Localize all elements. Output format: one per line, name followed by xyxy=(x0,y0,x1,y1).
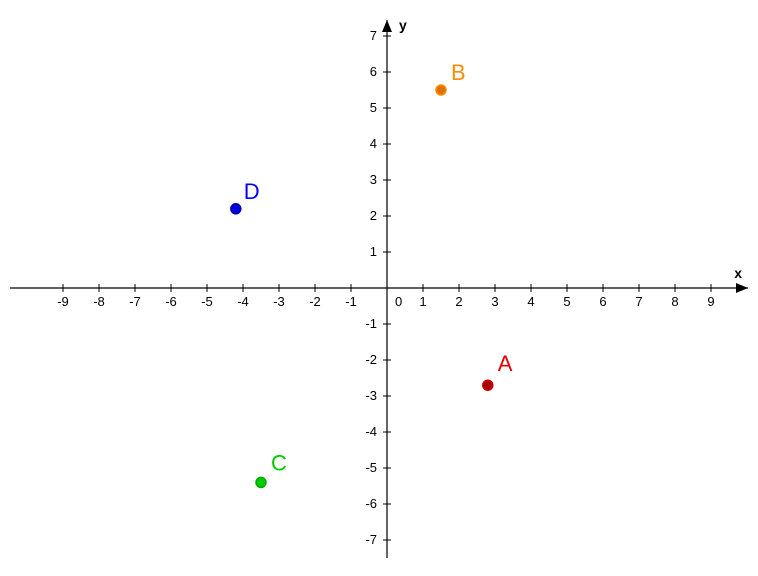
x-tick-label: 0 xyxy=(395,294,402,309)
point-label-c: C xyxy=(271,450,287,475)
point-label-b: B xyxy=(451,60,466,85)
y-tick-label: -7 xyxy=(365,532,377,547)
point-label-a: A xyxy=(498,351,513,376)
x-tick-label: -8 xyxy=(93,294,105,309)
y-axis-label: y xyxy=(399,17,407,33)
x-tick-label: 3 xyxy=(491,294,498,309)
x-tick-label: -3 xyxy=(273,294,285,309)
x-axis-arrow xyxy=(736,283,748,293)
x-tick-label: -1 xyxy=(345,294,357,309)
y-tick-label: 3 xyxy=(370,172,377,187)
x-tick-label: -2 xyxy=(309,294,321,309)
x-tick-label: -5 xyxy=(201,294,213,309)
point-a xyxy=(483,380,493,390)
x-tick-label: 7 xyxy=(635,294,642,309)
point-b xyxy=(436,85,446,95)
y-tick-label: 6 xyxy=(370,64,377,79)
x-axis-label: x xyxy=(734,265,742,281)
x-tick-label: -7 xyxy=(129,294,141,309)
y-axis-arrow xyxy=(382,20,392,32)
axes: x y -9 -8 -7 -6 -5 -4 -3 -2 -1 0 1 2 3 4 5 6 7 8 9 -7 -6 -5 -4 -3… xyxy=(10,17,748,558)
y-tick-label: 2 xyxy=(370,208,377,223)
x-tick-label: 1 xyxy=(419,294,426,309)
y-tick-label: 1 xyxy=(370,244,377,259)
y-tick-label: 7 xyxy=(370,28,377,43)
y-tick-label: -6 xyxy=(365,496,377,511)
point-label-d: D xyxy=(244,179,260,204)
y-tick-label: -5 xyxy=(365,460,377,475)
coordinate-plane: x y -9 -8 -7 -6 -5 -4 -3 -2 -1 0 1 2 3 4 5 6 7 8 9 -7 -6 -5 -4 -3… xyxy=(0,0,758,576)
x-tick-label: 2 xyxy=(455,294,462,309)
point-c xyxy=(256,477,266,487)
x-tick-label: 5 xyxy=(563,294,570,309)
y-tick-label: 4 xyxy=(370,136,377,151)
x-tick-label: -4 xyxy=(237,294,249,309)
y-tick-label: 5 xyxy=(370,100,377,115)
x-tick-label: 9 xyxy=(707,294,714,309)
x-tick-label: 8 xyxy=(671,294,678,309)
point-d xyxy=(231,204,241,214)
x-tick-label: 6 xyxy=(599,294,606,309)
y-tick-label: -3 xyxy=(365,388,377,403)
x-tick-label: 4 xyxy=(527,294,534,309)
x-tick-label: -9 xyxy=(57,294,69,309)
x-tick-label: -6 xyxy=(165,294,177,309)
y-tick-label: -4 xyxy=(365,424,377,439)
y-tick-label: -2 xyxy=(365,352,377,367)
y-tick-label: -1 xyxy=(365,316,377,331)
